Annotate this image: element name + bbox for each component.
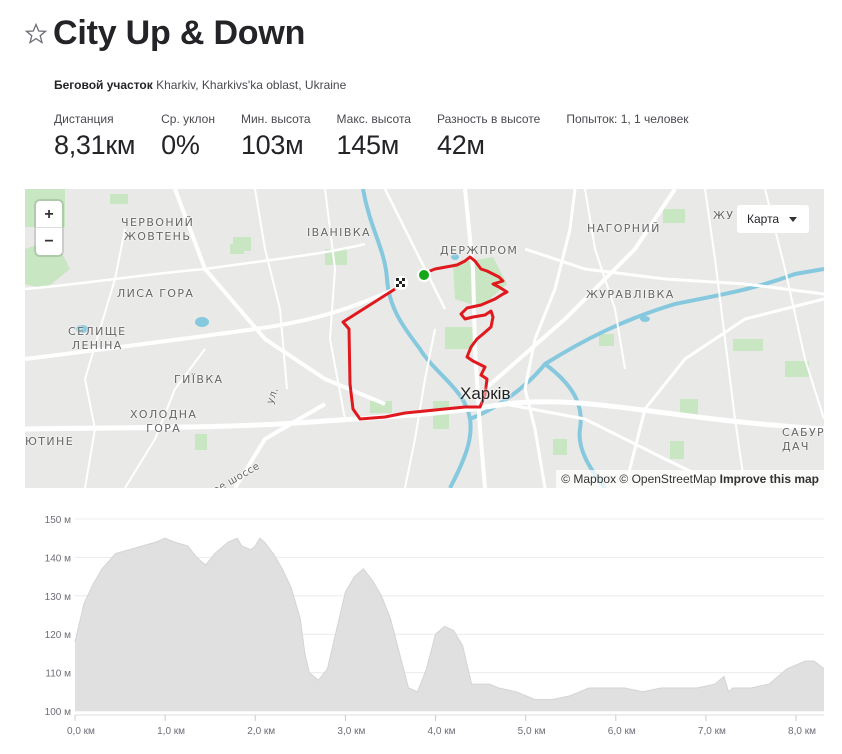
- map-type-label: Карта: [747, 212, 780, 226]
- map-label-selyshche: СЕЛИЩЕ ЛЕНІНА: [68, 325, 127, 353]
- x-tick-label: 0,0 км: [67, 726, 95, 737]
- stat-value: 145м: [336, 130, 400, 160]
- elevation-chart[interactable]: 100 м 110 м 120 м 130 м 140 м 150 м 0,0 км 1,0 …: [0, 508, 842, 754]
- map-label-zhu: ЖУ: [713, 209, 734, 223]
- y-tick-label: 110 м: [45, 669, 71, 680]
- start-marker-icon: [417, 268, 431, 282]
- map-lakes: [76, 254, 650, 333]
- map-parks: [25, 189, 809, 459]
- stat-label: Попыток: 1, 1 человек: [566, 112, 689, 126]
- segment-route: [341, 255, 509, 421]
- map-roads: [25, 189, 824, 488]
- location-text: Kharkiv, Kharkivs'ka oblast, Ukraine: [156, 78, 347, 92]
- x-tick-label: 8,0 км: [788, 726, 816, 737]
- location-type: Беговой участок: [54, 78, 153, 92]
- map-canvas[interactable]: [25, 189, 824, 488]
- map-label-ivanivka: ІВАНІВКА: [307, 226, 371, 240]
- y-tick-label: 150 м: [45, 515, 71, 526]
- map-rivers: [361, 189, 824, 488]
- map-label-text: СЕЛИЩЕ ЛЕНІНА: [68, 325, 127, 352]
- stats-row: Дистанция 8,31км Ср. уклон 0% Мин. высот…: [54, 112, 715, 161]
- stat-label: Ср. уклон: [161, 112, 215, 126]
- stat-value: 0%: [161, 130, 200, 160]
- segment-header: City Up & Down: [24, 14, 305, 53]
- map-label-text: САБУР ДАЧ: [782, 426, 824, 453]
- stat-elevation-difference: Разность в высоте 42м: [437, 112, 540, 161]
- map-label-text: ГИЇВКА: [174, 373, 224, 386]
- chevron-down-icon: [789, 217, 797, 222]
- map-label-sabur: САБУР ДАЧ: [782, 426, 824, 454]
- map-type-dropdown[interactable]: Карта: [737, 205, 809, 233]
- y-tick-label: 100 м: [45, 707, 71, 718]
- improve-map-link[interactable]: Improve this map: [719, 472, 819, 486]
- x-tick-label: 3,0 км: [337, 726, 365, 737]
- zoom-in-button[interactable]: +: [36, 201, 62, 228]
- segment-map[interactable]: ЧЕРВОНИЙ ЖОВТЕНЬ ІВАНІВКА ДЕРЖПРОМ НАГОР…: [25, 189, 824, 488]
- segment-location: Беговой участок Kharkiv, Kharkivs'ka obl…: [54, 78, 346, 92]
- page-title: City Up & Down: [53, 14, 306, 52]
- y-tick-label: 130 м: [45, 592, 71, 603]
- stat-value: 8,31км: [54, 130, 136, 160]
- stat-avg-grade: Ср. уклон 0%: [161, 112, 215, 161]
- map-label-text: ЧЕРВОНИЙ ЖОВТЕНЬ: [121, 216, 195, 243]
- stat-min-elevation: Мин. высота 103м: [241, 112, 311, 161]
- stat-label: Мин. высота: [240, 112, 311, 126]
- finish-flag-icon: [394, 276, 408, 290]
- map-city-label: Харків: [460, 384, 511, 403]
- star-icon[interactable]: [24, 22, 48, 46]
- y-tick-label: 140 м: [45, 553, 71, 564]
- map-label-text: ІВАНІВКА: [307, 226, 371, 239]
- map-label-chervonyi: ЧЕРВОНИЙ ЖОВТЕНЬ: [121, 216, 194, 244]
- map-label-text: НАГОРНИЙ: [587, 222, 661, 235]
- map-label-zhuravlivka: ЖУРАВЛІВКА: [586, 288, 675, 302]
- map-label-kholodna-hora: ХОЛОДНА ГОРА: [130, 408, 197, 436]
- stat-max-elevation: Макс. высота 145м: [337, 112, 411, 161]
- map-attribution: © Mapbox © OpenStreetMap Improve this ma…: [556, 470, 824, 488]
- y-tick-label: 120 м: [45, 630, 71, 641]
- map-label-derzhprom: ДЕРЖПРОМ: [440, 244, 518, 258]
- map-zoom-control: + −: [36, 201, 62, 255]
- map-label-hyivka: ГИЇВКА: [174, 373, 223, 387]
- stat-attempts: Попыток: 1, 1 человек: [566, 112, 688, 161]
- map-label-yutyne: ЮТИНЕ: [25, 435, 74, 449]
- map-label-text: ЛИСА ГОРА: [117, 287, 195, 300]
- x-tick-label: 4,0 км: [428, 726, 456, 737]
- map-label-text: ЖУРАВЛІВКА: [586, 288, 675, 301]
- stat-label: Макс. высота: [336, 112, 411, 126]
- map-label-lysa-hora: ЛИСА ГОРА: [117, 287, 194, 301]
- attribution-link[interactable]: © Mapbox © OpenStreetMap: [561, 472, 717, 486]
- stat-value: 103м: [240, 130, 304, 160]
- stat-distance: Дистанция 8,31км: [54, 112, 135, 161]
- x-tick-label: 6,0 км: [608, 726, 636, 737]
- map-label-text: ДЕРЖПРОМ: [440, 244, 519, 257]
- zoom-out-button[interactable]: −: [44, 233, 54, 250]
- stat-value: 42м: [436, 130, 485, 160]
- x-tick-label: 7,0 км: [698, 726, 726, 737]
- elevation-area: [75, 538, 824, 711]
- map-label-nahirnyi: НАГОРНИЙ: [587, 222, 661, 236]
- elevation-line: [74, 537, 825, 700]
- map-label-text: ХОЛОДНА ГОРА: [130, 408, 198, 435]
- map-label-text: ЖУ: [713, 209, 735, 222]
- x-tick-label: 2,0 км: [247, 726, 275, 737]
- stat-label: Разность в высоте: [436, 112, 541, 126]
- x-tick-label: 1,0 км: [157, 726, 185, 737]
- x-tick-label: 5,0 км: [518, 726, 546, 737]
- map-label-text: ЮТИНЕ: [25, 435, 75, 448]
- stat-label: Дистанция: [54, 112, 114, 126]
